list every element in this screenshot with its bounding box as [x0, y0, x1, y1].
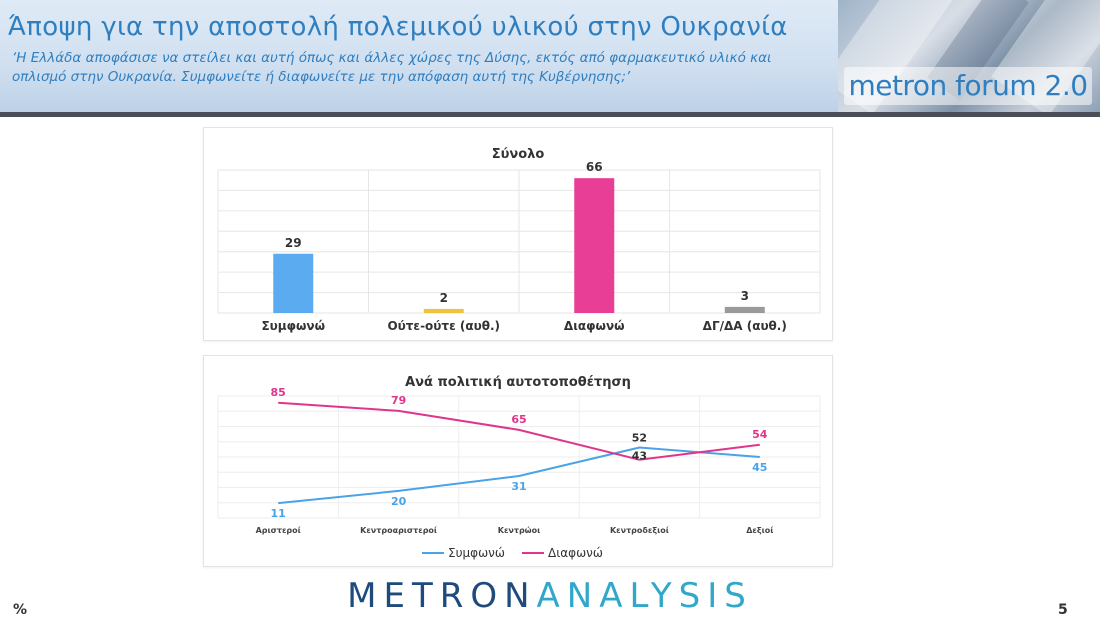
slide-title: Άποψη για την αποστολή πολεμικού υλικού …: [8, 12, 788, 42]
series-line-2: [278, 401, 760, 461]
line-value-label: 52: [632, 432, 647, 445]
bar-category-label: Ούτε-ούτε (αυθ.): [387, 319, 500, 333]
header-divider: [0, 112, 1100, 117]
line-value-label: 85: [271, 386, 286, 399]
line-value-label: 43: [632, 450, 647, 463]
line-category-label: Δεξιοί: [746, 525, 773, 535]
unit-label: %: [13, 602, 28, 618]
bar-chart-title: Σύνολο: [492, 147, 545, 162]
total-bar-chart: Σύνολο 29 Συμφωνώ 2 Ούτε-ούτε (αυθ.) 66 Διαφω…: [217, 147, 821, 333]
bar-value-label: 2: [440, 291, 448, 305]
bar-category-label: ΔΓ/ΔΑ (αυθ.): [703, 319, 787, 333]
logo-part-metron: METRON: [347, 576, 537, 616]
line-value-label: 45: [752, 461, 767, 474]
page-number: 5: [1058, 602, 1068, 618]
ideology-line-chart: Ανά πολιτική αυτοτοποθέτηση Αριστεροί Κεν…: [217, 375, 821, 560]
bar-3: [574, 178, 615, 313]
line-value-label: 11: [271, 507, 286, 520]
ideology-chart-panel: Ανά πολιτική αυτοτοποθέτηση Αριστεροί Κεν…: [203, 355, 833, 567]
line-category-label: Κεντροδεξιοί: [610, 525, 669, 535]
legend-label: Διαφωνώ: [548, 546, 603, 560]
line-value-label: 79: [391, 394, 406, 407]
line-chart-title: Ανά πολιτική αυτοτοποθέτηση: [405, 375, 631, 390]
bar-1: [273, 253, 314, 313]
bar-2: [423, 308, 464, 313]
legend-label: Συμφωνώ: [448, 546, 505, 560]
metron-analysis-logo: METRONANALYSIS: [0, 576, 1100, 616]
line-category-label: Κεντρώοι: [498, 525, 541, 535]
bar-category-label: Διαφωνώ: [564, 319, 625, 333]
line-category-label: Κεντροαριστεροί: [360, 525, 437, 535]
line-value-label: 20: [391, 495, 407, 508]
line-category-label: Αριστεροί: [256, 525, 301, 535]
line-value-label: 54: [752, 428, 768, 441]
line-value-label: 31: [511, 480, 526, 493]
series-line-1: [278, 446, 760, 505]
bar-category-label: Συμφωνώ: [261, 319, 325, 333]
slide-header: Άποψη για την αποστολή πολεμικού υλικού …: [0, 0, 1100, 114]
total-chart-panel: Σύνολο 29 Συμφωνώ 2 Ούτε-ούτε (αυθ.) 66 Διαφω…: [203, 127, 833, 341]
brand-banner: metron forum 2.0: [838, 0, 1100, 112]
bar-value-label: 3: [741, 289, 749, 303]
bar-value-label: 29: [285, 236, 302, 250]
logo-part-analysis: ANALYSIS: [536, 576, 753, 616]
brand-logo: metron forum 2.0: [844, 67, 1092, 105]
survey-question: ‘Η Ελλάδα αποφάσισε να στείλει και αυτή …: [12, 50, 772, 85]
line-value-label: 65: [511, 413, 526, 426]
bar-value-label: 66: [586, 160, 603, 174]
bar-4: [724, 306, 765, 313]
